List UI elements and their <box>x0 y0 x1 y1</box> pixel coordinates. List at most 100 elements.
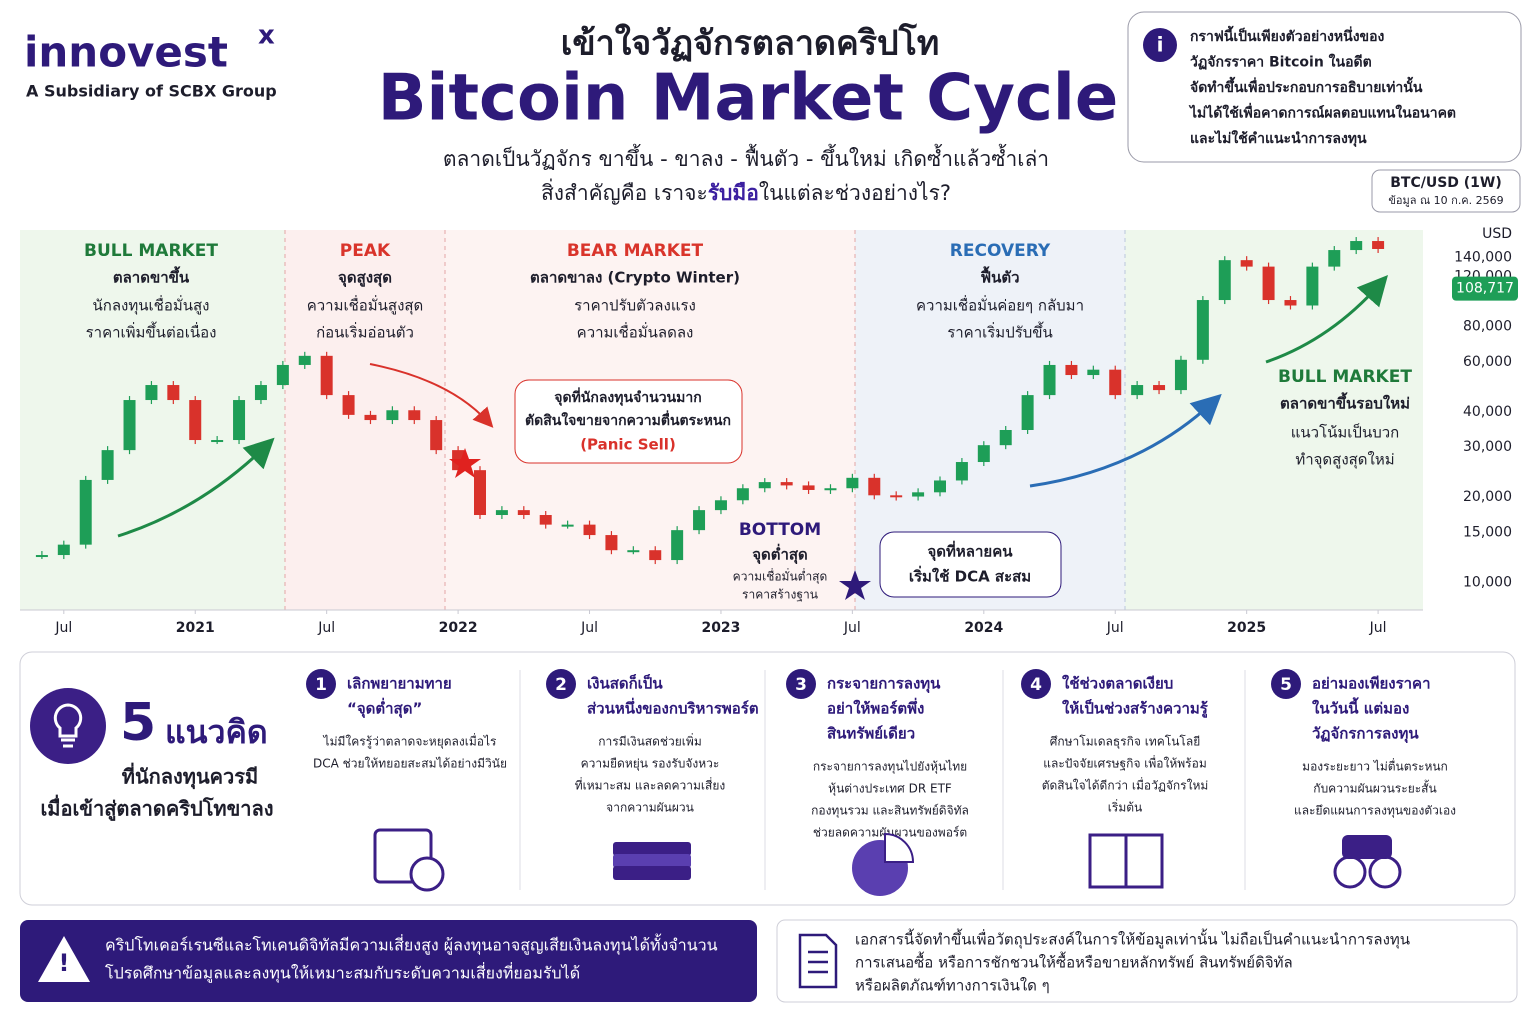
candle <box>824 488 837 491</box>
panic-star <box>449 448 481 478</box>
phase-name: RECOVERY <box>950 241 1051 261</box>
tip-number: 5 <box>1280 675 1292 695</box>
candle <box>167 385 180 401</box>
candle <box>430 420 443 451</box>
x-tick-label: Jul <box>1106 620 1124 636</box>
candles <box>35 237 1385 565</box>
candle <box>101 450 114 480</box>
tip-body: และยึดแผนการลงทุนของตัวเอง <box>1294 804 1456 819</box>
candle <box>934 480 946 493</box>
phase-line: ก่อนเริ่มอ่อนตัว <box>316 322 414 342</box>
tip-body: กับความผันผวนระยะสั้น <box>1313 780 1436 796</box>
info-line: ไม่ได้ใช้เพื่อคาดการณ์ผลตอบแทนในอนาคต <box>1188 103 1456 122</box>
x-tick-label: 2021 <box>176 620 215 636</box>
candle <box>627 550 640 553</box>
candle <box>1196 300 1209 360</box>
candle <box>1174 359 1187 391</box>
candle <box>1218 260 1231 301</box>
candle <box>736 488 749 501</box>
candle <box>1153 385 1166 391</box>
subtitle-part: ในแต่ละช่วงอย่างไร? <box>759 181 951 205</box>
info-lines: กราฟนี้เป็นเพียงตัวอย่างหนึ่งของวัฏจักรร… <box>1188 25 1456 147</box>
tip-body: ที่เหมาะสม และลดความเสี่ยง <box>575 777 725 793</box>
x-tick-label: 2022 <box>439 620 478 636</box>
phase-line: นักลงทุนเชื่อมั่นสูง <box>93 295 210 316</box>
candle <box>605 535 618 551</box>
candle <box>1021 395 1034 430</box>
tip-title: เลิกพยายามทาย <box>347 675 452 693</box>
tip-title: กระจายการลงทุน <box>827 675 941 694</box>
symbol: BTC/USD (1W) <box>1390 175 1502 191</box>
tip-body: ศึกษาโมเดลธุรกิจ เทคโนโลยี <box>1050 735 1201 750</box>
y-tick-label: 80,000 <box>1463 318 1512 334</box>
phase-line: ความเชื่อมั่นลดลง <box>577 322 694 342</box>
candle <box>1065 364 1078 376</box>
annotation-line: BOTTOM <box>739 520 821 540</box>
phase-line: ราคาปรับตัวลงแรง <box>574 297 696 315</box>
tip-body: หุ้นต่างประเทศ DR ETF <box>828 782 952 797</box>
candle <box>189 400 202 441</box>
tip-body: ไม่มีใครรู้ว่าตลาดจะหยุดลงเมื่อไร <box>323 733 497 750</box>
candle <box>955 462 968 481</box>
phase-label: ตลาดขาขึ้นรอบใหม่ <box>1280 392 1410 413</box>
annotation-line: จุดที่นักลงทุนจำนวนมาก <box>554 387 701 406</box>
calendar-icon <box>373 828 433 884</box>
candle <box>977 445 990 463</box>
subtitle: สิ่งสำคัญคือ เราจะรับมือในแต่ละช่วงอย่าง… <box>541 178 951 205</box>
candle <box>254 385 267 401</box>
phase-label: จุดสูงสุด <box>338 269 392 288</box>
symbol-box <box>1371 169 1521 213</box>
phase-label: ตลาดขาขึ้น <box>113 266 190 287</box>
tip-title: เงินสดก็เป็น <box>587 674 663 693</box>
candle <box>145 385 158 401</box>
tip-body: กองทุนรวม และสินทรัพย์ดิจิทัล <box>811 804 969 819</box>
tip-title: วัฏจักรการลงทุน <box>1312 725 1419 744</box>
tip-title: สินทรัพย์เดียว <box>827 725 915 743</box>
candle <box>583 524 596 536</box>
annotation-line: ตัดสินใจขายจากความตื่นตระหนก <box>525 410 731 429</box>
phase-line: ราคาเริ่มปรับขึ้น <box>947 322 1053 342</box>
tip-body: มองระยะยาว ไม่ตื่นตระหนก <box>1302 758 1448 774</box>
info-icon-text: i <box>1157 33 1164 57</box>
tip-title: “จุดต่ำสุด” <box>347 698 422 719</box>
phase-label: ฟื้นตัว <box>980 266 1019 287</box>
tip-number-badge <box>306 669 336 699</box>
x-tick-label: Jul <box>843 620 861 636</box>
x-tick-label: Jul <box>580 620 598 636</box>
dca-box <box>879 531 1062 598</box>
candle <box>780 482 793 486</box>
tips-box <box>19 651 1516 906</box>
y-tick-label: 15,000 <box>1463 525 1512 541</box>
y-tick-label: 30,000 <box>1463 439 1512 455</box>
candle <box>408 410 421 421</box>
candle <box>693 510 706 531</box>
y-tick-label: 140,000 <box>1454 249 1512 265</box>
candle <box>233 400 246 441</box>
tip-title: ใช้ช่วงตลาดเงียบ <box>1062 675 1173 693</box>
tip-title: ส่วนหนึ่งของกบริหารพอร์ต <box>587 698 759 718</box>
bulb-icon <box>53 703 83 748</box>
candle <box>649 550 662 561</box>
disclaimer-line: หรือผลิตภัณฑ์ทางการเงินใด ๆ <box>855 977 1050 995</box>
phase-line: ความเชื่อมั่นค่อยๆ กลับมา <box>916 295 1084 315</box>
bottom-star <box>839 570 871 600</box>
logo-subtitle: A Subsidiary of SCBX Group <box>26 82 277 101</box>
tips-heading: แนวคิด <box>165 713 268 751</box>
info-icon <box>1143 28 1177 62</box>
candle <box>1262 266 1275 301</box>
x-tick-label: Jul <box>1369 620 1387 636</box>
candle <box>1240 260 1253 267</box>
warning-icon-text: ! <box>59 949 70 977</box>
candle <box>1328 250 1341 267</box>
tip-body: กระจายการลงทุนไปยังหุ้นไทย <box>813 760 967 775</box>
candle <box>320 355 333 396</box>
book-icon <box>1088 833 1164 889</box>
panic-box <box>514 379 743 464</box>
info-line: จัดทำขึ้นเพื่อประกอบการอธิบายเท่านั้น <box>1190 76 1423 96</box>
candle <box>890 495 903 498</box>
tip-title: อย่าให้พอร์ตพึ่ง <box>827 698 924 718</box>
phase-line: แนวโน้มเป็นบวก <box>1291 423 1399 442</box>
candle <box>912 492 925 497</box>
title-th: เข้าใจวัฏจักรตลาดคริปโท <box>561 23 940 64</box>
